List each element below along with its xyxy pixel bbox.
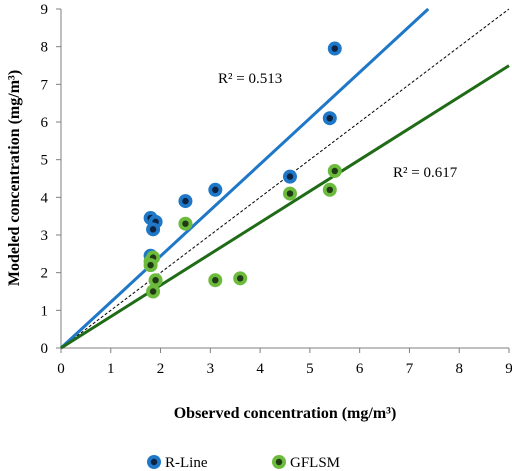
x-tick-label: 0 [57, 361, 65, 377]
point-center-gflsm [286, 190, 294, 197]
y-tick-label: 3 [41, 228, 49, 244]
x-tick-label: 3 [207, 361, 215, 377]
point-center-r-line [149, 226, 157, 233]
legend-label-r-line: R-Line [165, 455, 208, 471]
legend-item-gflsm[interactable]: GFLSM [272, 455, 340, 471]
point-center-gflsm [331, 167, 338, 175]
r2-label-r-line: R² = 0.513 [218, 71, 282, 87]
y-ticks: 0 1 2 3 4 5 6 7 8 9 [41, 2, 61, 357]
x-tick-label: 7 [406, 361, 414, 377]
legend: R-Line GFLSM [147, 455, 340, 471]
point-center-r-line [182, 197, 189, 205]
point-center-gflsm [326, 186, 333, 193]
point-center-gflsm [212, 277, 219, 284]
point-center-gflsm [182, 220, 189, 227]
y-tick-label: 1 [41, 303, 49, 319]
y-tick-label: 8 [41, 40, 49, 56]
point-center-r-line [331, 45, 338, 52]
point-center-r-line [212, 186, 219, 193]
y-tick-label: 7 [41, 77, 49, 93]
x-tick-label: 5 [306, 361, 314, 377]
point-center-gflsm [237, 275, 244, 282]
x-tick-label: 9 [505, 361, 512, 377]
data-points [143, 41, 342, 299]
axes [60, 9, 509, 349]
trendline-gflsm [60, 64, 510, 350]
y-tick-label: 0 [41, 341, 49, 357]
x-tick-label: 1 [107, 361, 115, 377]
legend-marker-center-gflsm [275, 458, 283, 466]
x-ticks: 0 1 2 3 4 5 6 7 8 9 [57, 348, 512, 377]
r2-label-gflsm: R² = 0.617 [393, 165, 458, 181]
y-tick-label: 9 [41, 2, 49, 18]
point-center-r-line [326, 115, 333, 122]
point-center-gflsm [147, 261, 154, 269]
x-tick-label: 6 [356, 361, 364, 377]
trendline-r-line [59, 7, 430, 350]
y-tick-label: 2 [41, 266, 49, 282]
y-tick-label: 5 [41, 153, 49, 169]
x-tick-label: 8 [455, 361, 463, 377]
y-tick-label: 6 [41, 115, 49, 131]
x-tick-label: 4 [256, 361, 264, 377]
y-axis-title: Modeled concentration (mg/m³) [6, 70, 23, 286]
legend-label-gflsm: GFLSM [290, 455, 340, 471]
point-center-gflsm [149, 288, 157, 295]
legend-item-r-line[interactable]: R-Line [147, 455, 208, 471]
x-tick-label: 2 [157, 361, 165, 377]
r2-annotations: R² = 0.513 R² = 0.617 [218, 71, 458, 181]
x-axis-title: Observed concentration (mg/m³) [174, 405, 397, 422]
point-center-r-line [286, 173, 294, 180]
legend-marker-center-r-line [150, 458, 158, 466]
y-tick-label: 4 [41, 190, 49, 206]
point-center-gflsm [152, 277, 159, 284]
